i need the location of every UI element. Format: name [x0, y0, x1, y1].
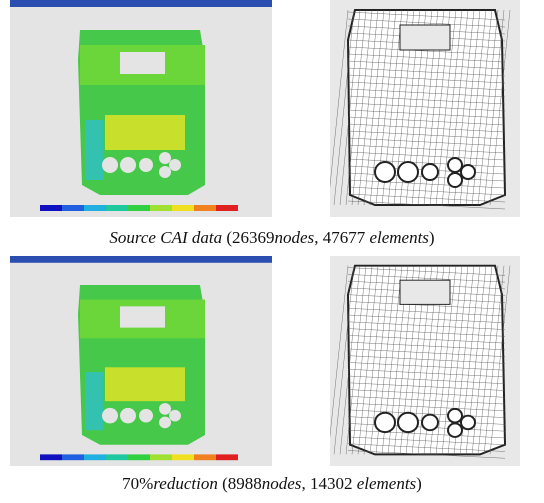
colorbar-cell: [40, 205, 62, 211]
hole: [139, 409, 153, 423]
window: [120, 52, 165, 74]
colorbar-cell: [194, 205, 216, 211]
colorbar-cell: [172, 454, 194, 460]
caption-part: ): [429, 228, 435, 247]
hole: [169, 410, 181, 422]
caption-part: nodes: [275, 228, 315, 247]
title-bar: [10, 0, 272, 7]
caption-part: (8988: [222, 474, 262, 493]
colorbar-cell: [40, 454, 62, 460]
hole: [159, 152, 171, 164]
mesh-image: [330, 256, 520, 466]
colorbar-cell: [84, 454, 106, 460]
mesh-image: [330, 0, 520, 217]
hole: [120, 408, 136, 423]
colorbar-cell: [150, 454, 172, 460]
caption-part: 70%: [122, 474, 153, 493]
hole: [448, 409, 462, 423]
caption-part: , 14302: [301, 474, 352, 493]
caption-part: , 47677: [314, 228, 365, 247]
caption: Source CAI data (26369nodes, 47677 eleme…: [0, 228, 544, 248]
hole: [169, 159, 181, 171]
title-bar: [10, 256, 272, 263]
side: [85, 372, 103, 430]
hole: [159, 403, 171, 415]
hole: [102, 408, 118, 423]
hole: [375, 162, 395, 182]
colorbar-cell: [62, 454, 84, 460]
hole: [375, 413, 395, 432]
window: [120, 306, 165, 327]
hole: [120, 157, 136, 173]
caption: 70%reduction (8988nodes, 14302 elements): [0, 474, 544, 494]
colorbar-cell: [106, 205, 128, 211]
hole: [139, 158, 153, 172]
hole: [159, 417, 171, 429]
colorbar-cell: [128, 205, 150, 211]
hole: [461, 416, 475, 430]
hole: [448, 423, 462, 437]
hole: [398, 162, 418, 182]
panel: [105, 115, 185, 150]
hole: [398, 413, 418, 432]
panel: [105, 367, 185, 401]
colorbar-cell: [106, 454, 128, 460]
hole: [422, 415, 438, 430]
hole: [461, 165, 475, 179]
caption-part: (26369: [226, 228, 274, 247]
caption-part: ): [416, 474, 422, 493]
colorbar-cell: [62, 205, 84, 211]
hole: [159, 166, 171, 178]
side: [85, 120, 103, 180]
window: [400, 280, 450, 304]
colorbar-cell: [128, 454, 150, 460]
colorbar-cell: [84, 205, 106, 211]
contour-image: [10, 256, 272, 466]
hole: [102, 157, 118, 173]
colorbar-cell: [216, 205, 238, 211]
colorbar-cell: [172, 205, 194, 211]
caption-part: Source CAI data: [109, 228, 222, 247]
contour-image: [10, 0, 272, 217]
colorbar-cell: [216, 454, 238, 460]
caption-part: nodes: [262, 474, 302, 493]
hole: [422, 164, 438, 180]
hole: [448, 158, 462, 172]
hole: [448, 173, 462, 187]
window: [400, 25, 450, 50]
colorbar-cell: [150, 205, 172, 211]
caption-part: elements: [369, 228, 428, 247]
caption-part: elements: [357, 474, 416, 493]
page: Source CAI data (26369nodes, 47677 eleme…: [0, 0, 544, 503]
caption-part: reduction: [153, 474, 218, 493]
colorbar-cell: [194, 454, 216, 460]
